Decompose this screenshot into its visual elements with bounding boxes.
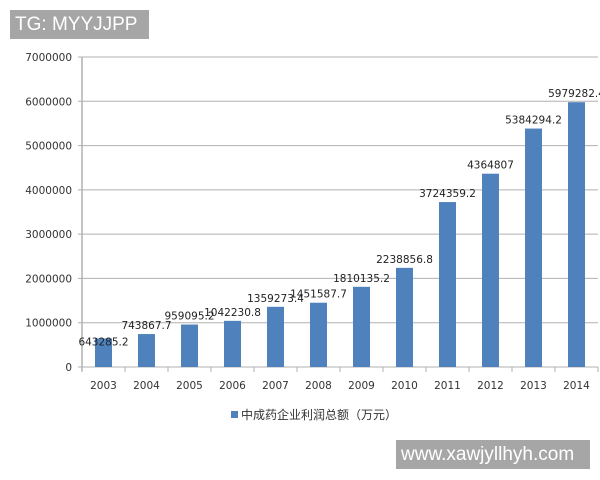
x-tick-label: 2005 [176, 380, 203, 392]
legend-swatch [231, 411, 238, 418]
y-tick-label: 5000000 [25, 141, 72, 153]
x-tick-label: 2009 [348, 380, 375, 392]
bar [95, 338, 112, 367]
watermark-top: TG: MYYJJPP [10, 10, 149, 39]
x-tick-label: 2003 [90, 380, 117, 392]
bar [525, 128, 542, 367]
y-tick-label: 3000000 [25, 229, 72, 241]
y-tick-label: 7000000 [25, 52, 72, 64]
data-label: 5979282.4 [548, 88, 600, 100]
bar [138, 334, 155, 367]
legend: 中成药企业利润总额（万元） [231, 406, 397, 423]
x-tick-label: 2008 [305, 380, 332, 392]
y-tick-label: 2000000 [25, 273, 72, 285]
data-label: 743867.7 [121, 320, 171, 332]
legend-label: 中成药企业利润总额（万元） [241, 408, 398, 422]
x-tick-label: 2010 [391, 380, 418, 392]
bar [439, 202, 456, 367]
bar [224, 320, 241, 367]
x-tick-label: 2014 [563, 380, 590, 392]
data-label: 2238856.8 [376, 254, 433, 266]
data-label: 959095.2 [164, 311, 214, 323]
data-label: 3724359.2 [419, 188, 476, 200]
x-tick-label: 2006 [219, 380, 246, 392]
y-tick-label: 0 [65, 362, 72, 374]
data-label: 643285.2 [78, 337, 128, 349]
watermark-bottom: www.xawjyllhyh.com [396, 440, 590, 469]
data-label: 1451587.7 [290, 289, 347, 301]
bar [568, 102, 585, 367]
x-tick-label: 2013 [520, 380, 547, 392]
data-label: 5384294.2 [505, 115, 562, 127]
x-tick-label: 2012 [477, 380, 504, 392]
x-tick-label: 2011 [434, 380, 461, 392]
data-label: 1042230.8 [204, 307, 261, 319]
bar [396, 267, 413, 367]
bar [353, 286, 370, 367]
x-tick-label: 2007 [262, 380, 289, 392]
data-label: 1810135.2 [333, 273, 390, 285]
bar [267, 306, 284, 367]
bar [310, 302, 327, 367]
bar [482, 173, 499, 367]
x-tick-label: 2004 [133, 380, 160, 392]
y-tick-label: 4000000 [25, 185, 72, 197]
y-tick-label: 6000000 [25, 96, 72, 108]
data-label: 4364807 [467, 160, 514, 172]
bar [181, 324, 198, 367]
data-label: 1359273.4 [247, 293, 304, 305]
y-tick-label: 1000000 [25, 318, 72, 330]
